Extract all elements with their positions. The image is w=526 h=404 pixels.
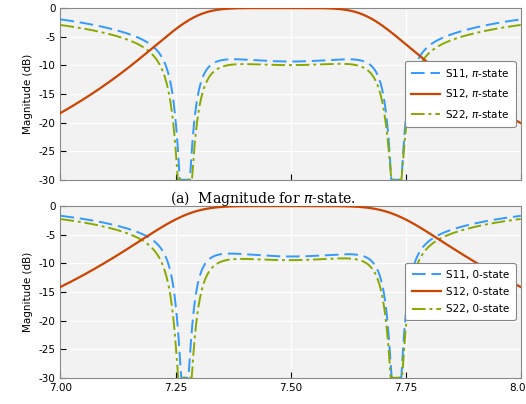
- Y-axis label: Magnitude (dB): Magnitude (dB): [23, 252, 33, 332]
- Legend: S11, $\pi$-state, S12, $\pi$-state, S22, $\pi$-state: S11, $\pi$-state, S12, $\pi$-state, S22,…: [404, 61, 515, 127]
- Legend: S11, 0-state, S12, 0-state, S22, 0-state: S11, 0-state, S12, 0-state, S22, 0-state: [406, 263, 515, 320]
- Text: (a)  Magnitude for $\pi$-state.: (a) Magnitude for $\pi$-state.: [170, 189, 356, 208]
- Y-axis label: Magnitude (dB): Magnitude (dB): [23, 54, 33, 134]
